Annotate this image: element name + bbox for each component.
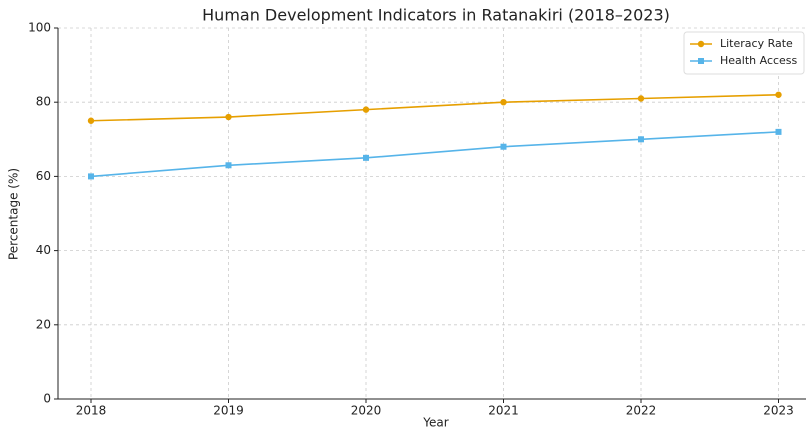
data-point [88, 173, 94, 180]
data-point [500, 143, 507, 150]
data-point [225, 162, 232, 169]
y-tick-label: 20 [36, 317, 51, 331]
y-tick-label: 100 [28, 21, 51, 35]
y-tick-label: 40 [36, 243, 51, 257]
data-point [638, 136, 644, 143]
data-point [637, 95, 645, 102]
legend-marker [697, 40, 705, 48]
legend-marker [698, 58, 704, 64]
data-point [500, 99, 507, 106]
data-point [87, 117, 95, 124]
legend-label: Literacy Rate [720, 37, 793, 50]
x-tick-label: 2022 [626, 404, 657, 418]
legend-box [683, 31, 805, 75]
data-point [362, 106, 370, 113]
data-point [225, 113, 232, 121]
y-tick-label: 60 [36, 169, 51, 183]
chart-title: Human Development Indicators in Ratanaki… [202, 6, 670, 25]
x-tick-label: 2021 [488, 404, 519, 418]
y-tick-label: 0 [43, 392, 51, 406]
y-axis-label: Percentage (%) [7, 168, 21, 260]
data-point [775, 91, 782, 98]
x-tick-label: 2018 [76, 404, 107, 418]
x-axis-label: Year [422, 416, 448, 428]
data-point [775, 128, 782, 135]
data-point [363, 154, 369, 161]
x-tick-label: 2020 [351, 404, 382, 418]
legend-label: Health Access [720, 54, 798, 67]
series-line [90, 93, 779, 122]
x-tick-label: 2023 [763, 404, 794, 418]
x-tick-label: 2019 [213, 404, 244, 418]
series-line [90, 131, 779, 178]
y-tick-label: 80 [36, 95, 51, 109]
